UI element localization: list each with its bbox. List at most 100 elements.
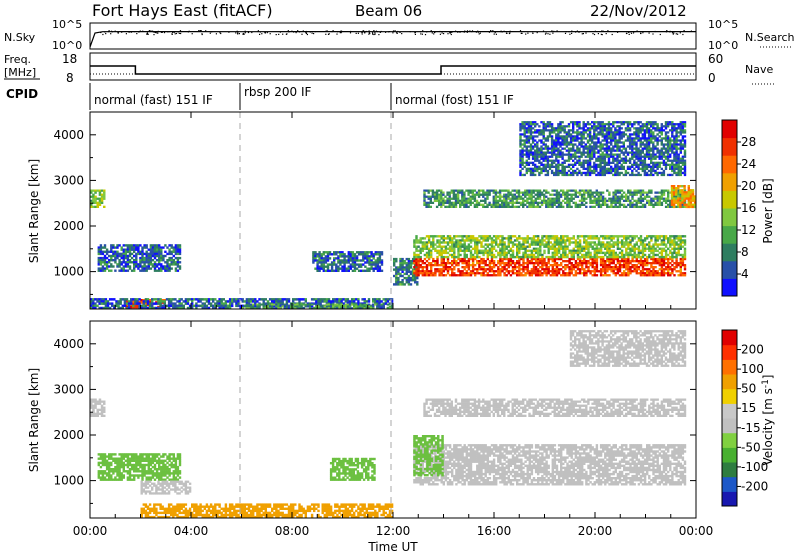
power-cell (355, 305, 358, 308)
power-cell (585, 260, 588, 263)
sky-point (672, 33, 674, 35)
power-cell (474, 243, 477, 246)
power-cell (566, 205, 569, 208)
power-cell (224, 306, 228, 309)
power-cell (589, 257, 592, 261)
power-cell (326, 263, 330, 266)
power-cell (576, 241, 580, 244)
power-cell (629, 272, 632, 275)
power-cell (172, 259, 175, 262)
power-cell (442, 257, 445, 261)
power-cell (92, 304, 95, 308)
power-cell (532, 253, 536, 257)
power-cell (160, 246, 163, 249)
sky-point (236, 30, 238, 32)
power-cell (339, 267, 342, 270)
power-cell (553, 251, 557, 255)
power-cell (522, 197, 525, 200)
power-cell (366, 251, 369, 254)
power-cell (505, 257, 508, 261)
power-cell (522, 193, 525, 196)
power-cell (167, 304, 171, 308)
power-cell (595, 260, 599, 263)
power-cell (90, 306, 93, 309)
power-cell (585, 191, 588, 194)
power-cell (551, 197, 554, 200)
power-cell (370, 251, 373, 254)
power-cell (141, 248, 144, 251)
sky-point (617, 31, 619, 33)
power-cell (423, 189, 426, 192)
power-cell (548, 123, 552, 126)
power-cell (160, 256, 163, 260)
power-cell (550, 139, 554, 142)
power-cell (369, 307, 373, 309)
power-cell (415, 257, 418, 261)
power-cell (224, 300, 228, 303)
power-cell (427, 247, 431, 250)
power-cell (114, 254, 117, 258)
power-cell (184, 302, 188, 305)
power-cell (519, 191, 523, 194)
power-cell (610, 270, 613, 273)
power-cell (671, 243, 674, 246)
power-cell (434, 270, 437, 273)
power-cell (561, 153, 564, 156)
power-cell (501, 239, 504, 242)
power-cell (530, 257, 534, 261)
power-cell (527, 153, 531, 156)
power-cell (620, 253, 624, 257)
power-cell (328, 251, 332, 254)
power-cell (568, 243, 571, 246)
cpid-segment-2: rbsp 200 IF (244, 85, 311, 99)
power-cell (574, 241, 578, 244)
power-cell (551, 237, 554, 240)
power-cell (540, 131, 543, 134)
power-cell (667, 189, 670, 192)
power-cell (486, 257, 489, 261)
power-cell (380, 269, 384, 272)
power-cell (344, 298, 347, 301)
power-cell (547, 266, 550, 269)
power-cell (438, 193, 441, 196)
power-cell (679, 235, 682, 238)
power-cell (446, 260, 450, 263)
power-cell (574, 191, 577, 194)
power-cell (448, 195, 451, 198)
power-cell (133, 265, 136, 268)
power-cell (669, 251, 672, 255)
power-cell (440, 272, 443, 275)
power-cell (527, 125, 531, 128)
power-cell (572, 253, 575, 257)
power-cell (357, 307, 360, 309)
power-cell (557, 241, 561, 244)
power-cell (654, 195, 657, 198)
power-cell (550, 165, 554, 168)
power-cell (414, 274, 417, 278)
power-cell (537, 260, 540, 263)
power-cell (519, 165, 522, 168)
power-cell (145, 267, 148, 270)
power-cell (591, 241, 594, 244)
power-cell (164, 250, 167, 253)
power-cell (141, 252, 144, 256)
power-cell (341, 255, 344, 258)
sky-point (374, 33, 376, 35)
power-cell (390, 298, 394, 301)
power-cell (629, 235, 632, 238)
power-cell (199, 298, 202, 301)
power-cell (372, 305, 375, 308)
power-cell (397, 279, 400, 282)
power-cell (245, 305, 249, 308)
power-cell (530, 237, 534, 240)
sky-tick-bottom: 10^0 (52, 39, 82, 52)
power-cell (578, 251, 582, 255)
power-cell (614, 193, 617, 196)
power-cell (643, 195, 647, 198)
power-cell (414, 281, 417, 284)
power-cell (516, 272, 519, 275)
sky-point (154, 31, 156, 33)
power-cell (526, 268, 529, 271)
power-cell (589, 243, 592, 246)
power-cell (463, 197, 466, 200)
